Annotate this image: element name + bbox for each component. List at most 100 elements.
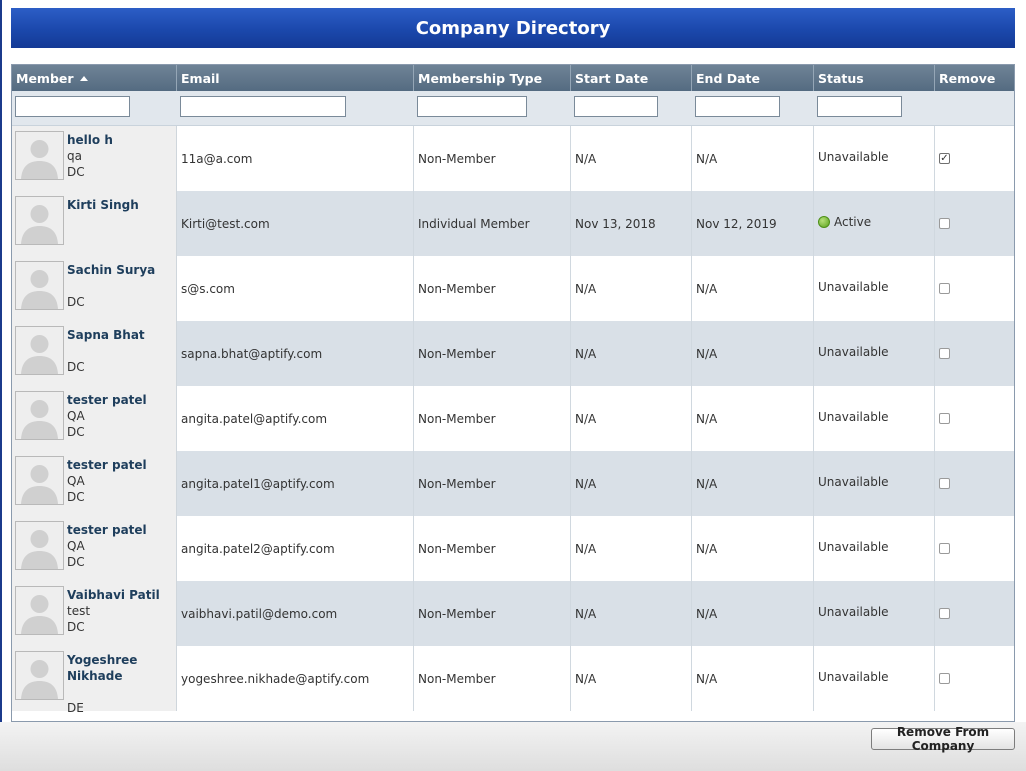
member-cell: tester patel QA DC — [12, 451, 177, 516]
member-name[interactable]: tester patel — [67, 458, 147, 472]
column-header-remove[interactable]: Remove — [939, 70, 996, 86]
email-cell-text: vaibhavi.patil@demo.com — [181, 606, 338, 621]
end-date-cell-text: Nov 12, 2019 — [696, 216, 777, 231]
member-title — [67, 213, 175, 229]
member-location: DC — [67, 555, 85, 569]
directory-grid: Member Email Membership Type Start Date … — [11, 64, 1015, 722]
remove-cell — [935, 581, 1014, 646]
start-date-cell-text: N/A — [575, 151, 597, 166]
membership-type-cell-text: Non-Member — [418, 346, 496, 361]
remove-cell — [935, 386, 1014, 451]
remove-checkbox[interactable] — [939, 543, 950, 554]
membership-type-cell: Non-Member — [414, 516, 571, 581]
column-header-membership-type[interactable]: Membership Type — [414, 65, 571, 91]
member-info: Yogeshree Nikhade DE — [67, 652, 175, 716]
end-date-cell-text: N/A — [696, 606, 718, 621]
avatar — [15, 196, 64, 245]
member-info: Sapna Bhat DC — [67, 327, 175, 375]
email-cell-text: angita.patel2@aptify.com — [181, 541, 335, 556]
status-text-wrap: Unavailable — [818, 644, 889, 709]
start-date-cell-text: N/A — [575, 411, 597, 426]
left-border — [0, 0, 2, 771]
email-cell-text: angita.patel1@aptify.com — [181, 476, 335, 491]
member-info: Vaibhavi Patil test DC — [67, 587, 175, 635]
membership-type-filter-input[interactable] — [417, 96, 527, 117]
remove-checkbox[interactable] — [939, 413, 950, 424]
member-cell: Yogeshree Nikhade DE — [12, 646, 177, 715]
member-name[interactable]: Vaibhavi Patil — [67, 588, 160, 602]
membership-type-cell-text: Non-Member — [418, 281, 496, 296]
table-row: Kirti Singh Kirti@test.com Individual Memb… — [12, 191, 1014, 256]
email-cell: s@s.com — [177, 256, 414, 321]
start-date-filter-input[interactable] — [574, 96, 658, 117]
membership-type-cell-text: Individual Member — [418, 216, 530, 231]
filter-row — [12, 91, 1014, 126]
status-cell: Unavailable — [814, 581, 935, 646]
remove-checkbox[interactable] — [939, 478, 950, 489]
email-filter-input[interactable] — [180, 96, 346, 117]
status-cell: Unavailable — [814, 321, 935, 386]
member-name[interactable]: Kirti Singh — [67, 198, 139, 212]
avatar — [15, 456, 64, 505]
column-header-end-date[interactable]: End Date — [692, 65, 814, 91]
remove-checkbox[interactable] — [939, 283, 950, 294]
member-name[interactable]: tester patel — [67, 393, 147, 407]
membership-type-cell: Non-Member — [414, 256, 571, 321]
remove-checkbox[interactable] — [939, 218, 950, 229]
remove-from-company-button[interactable]: Remove From Company — [871, 725, 1015, 753]
end-date-cell-text: N/A — [696, 281, 718, 296]
remove-cell — [935, 646, 1014, 711]
start-date-cell: N/A — [571, 126, 692, 191]
member-info: tester patel QA DC — [67, 457, 175, 505]
email-cell: angita.patel@aptify.com — [177, 386, 414, 451]
email-cell: sapna.bhat@aptify.com — [177, 321, 414, 386]
status-filter-input[interactable] — [817, 96, 902, 117]
remove-cell: ✓ — [935, 126, 1014, 191]
membership-type-cell: Non-Member — [414, 126, 571, 191]
member-name[interactable]: Sachin Surya — [67, 263, 156, 277]
avatar — [15, 651, 64, 700]
start-date-cell: N/A — [571, 386, 692, 451]
start-date-cell-text: N/A — [575, 281, 597, 296]
member-title: qa — [67, 149, 82, 163]
remove-checkbox[interactable]: ✓ — [939, 153, 950, 164]
end-date-cell: N/A — [692, 386, 814, 451]
start-date-cell: N/A — [571, 321, 692, 386]
member-name[interactable]: tester patel — [67, 523, 147, 537]
footer-background — [0, 722, 1026, 771]
member-location: DC — [67, 360, 85, 374]
member-cell: Kirti Singh — [12, 191, 177, 256]
member-title: QA — [67, 539, 85, 553]
status-text-wrap: Unavailable — [818, 319, 889, 384]
remove-checkbox[interactable] — [939, 348, 950, 359]
member-filter-input[interactable] — [15, 96, 130, 117]
member-title: QA — [67, 474, 85, 488]
membership-type-cell-text: Non-Member — [418, 411, 496, 426]
member-info: hello h qa DC — [67, 132, 175, 180]
end-date-filter-input[interactable] — [695, 96, 780, 117]
status-text-wrap: Unavailable — [818, 124, 889, 189]
member-location: DC — [67, 425, 85, 439]
member-name[interactable]: hello h — [67, 133, 113, 147]
remove-checkbox[interactable] — [939, 673, 950, 684]
member-name[interactable]: Sapna Bhat — [67, 328, 145, 342]
column-header-email[interactable]: Email — [177, 65, 414, 91]
member-location: DC — [67, 490, 85, 504]
avatar — [15, 326, 64, 375]
remove-checkbox[interactable] — [939, 608, 950, 619]
member-name[interactable]: Yogeshree Nikhade — [67, 653, 138, 683]
email-cell: angita.patel1@aptify.com — [177, 451, 414, 516]
status-text: Unavailable — [818, 409, 889, 424]
member-cell: tester patel QA DC — [12, 516, 177, 581]
status-text: Active — [834, 214, 872, 229]
end-date-cell: N/A — [692, 646, 814, 711]
membership-type-cell-text: Non-Member — [418, 671, 496, 686]
column-header-status[interactable]: Status — [814, 65, 935, 91]
membership-type-cell: Individual Member — [414, 191, 571, 256]
column-header-member[interactable]: Member — [12, 65, 177, 91]
column-header-start-date[interactable]: Start Date — [571, 65, 692, 91]
status-text: Unavailable — [818, 669, 889, 684]
remove-cell — [935, 256, 1014, 321]
end-date-cell: N/A — [692, 126, 814, 191]
status-text-wrap: Unavailable — [818, 254, 889, 319]
